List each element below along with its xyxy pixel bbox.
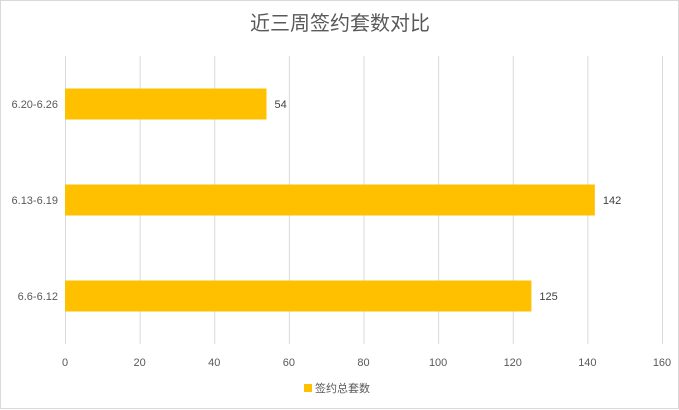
x-tick-label: 60	[283, 357, 295, 369]
data-labels: 54 142 125	[274, 99, 621, 303]
x-tick-label: 100	[429, 357, 447, 369]
x-tick-label: 160	[653, 357, 671, 369]
category-labels: 6.20-6.26 6.13-6.19 6.6-6.12	[12, 99, 58, 303]
category-label: 6.6-6.12	[18, 291, 58, 303]
bar	[65, 88, 267, 120]
data-label: 125	[539, 291, 557, 303]
category-label: 6.20-6.26	[12, 99, 58, 111]
x-tick-label: 80	[357, 357, 369, 369]
chart-title: 近三周签约套数对比	[250, 11, 430, 35]
x-tick-label: 20	[134, 357, 146, 369]
x-tick-label: 140	[578, 357, 596, 369]
x-tick-label: 0	[62, 357, 68, 369]
legend-swatch	[304, 384, 312, 392]
bar	[65, 280, 532, 312]
data-label: 142	[603, 195, 621, 207]
legend: 签约总套数	[304, 381, 370, 395]
x-tick-label: 40	[208, 357, 220, 369]
x-tick-label: 120	[504, 357, 522, 369]
data-label: 54	[274, 99, 286, 111]
x-tick-labels: 0 20 40 60 80 100 120 140 160	[62, 357, 671, 369]
bars	[65, 88, 595, 312]
bar	[65, 184, 595, 216]
legend-label: 签约总套数	[315, 381, 370, 395]
category-label: 6.13-6.19	[12, 195, 58, 207]
